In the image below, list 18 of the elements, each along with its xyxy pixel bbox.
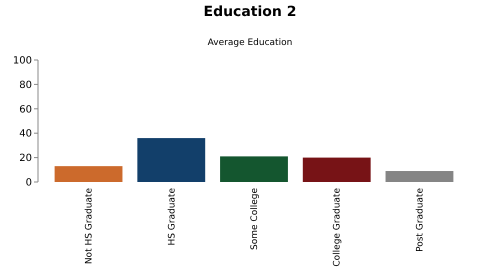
bar — [54, 166, 122, 182]
bar — [386, 171, 454, 182]
y-tick-label: 20 — [19, 153, 32, 164]
chart-title: Education 2 — [204, 4, 296, 20]
x-tick-label: College Graduate — [332, 188, 343, 267]
bar — [137, 138, 206, 182]
x-tick-label: HS Graduate — [167, 188, 178, 246]
bar — [220, 156, 288, 182]
y-tick-label: 0 — [26, 178, 32, 188]
x-tick-label: Not HS Graduate — [84, 188, 95, 264]
y-tick-label: 60 — [19, 104, 32, 116]
y-tick-label: 40 — [19, 128, 32, 140]
bar — [302, 158, 371, 182]
x-tick-label: Post Graduate — [415, 188, 426, 252]
chart-subtitle: Average Education — [208, 38, 292, 48]
y-tick-label: 100 — [12, 56, 32, 66]
y-tick-label: 80 — [19, 80, 32, 91]
x-tick-label: Some College — [250, 188, 260, 250]
